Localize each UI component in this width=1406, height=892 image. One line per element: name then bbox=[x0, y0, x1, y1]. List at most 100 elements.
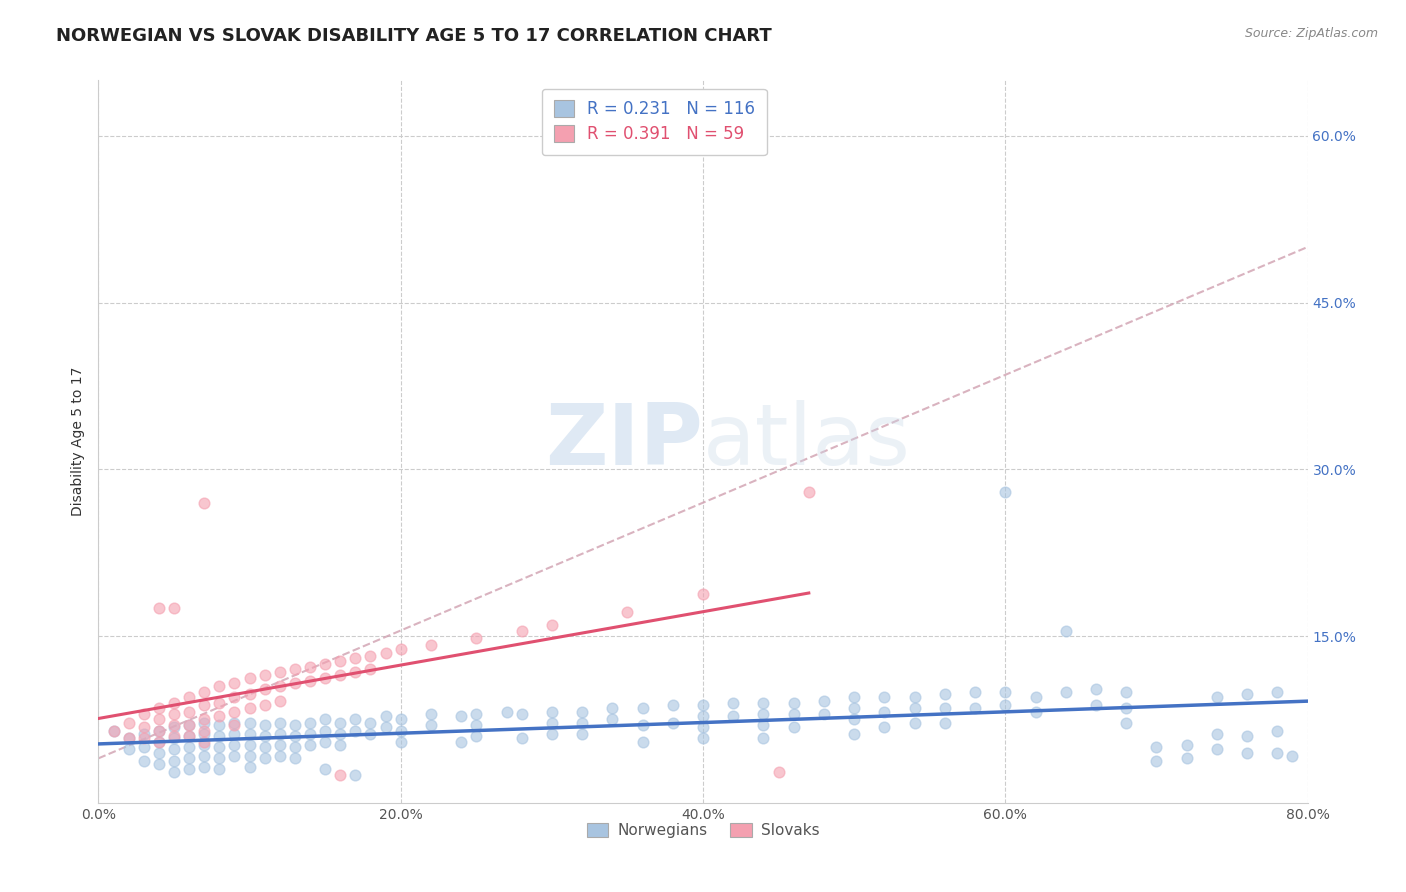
Point bbox=[193, 760, 215, 774]
Point bbox=[571, 705, 593, 719]
Point bbox=[253, 751, 276, 765]
Point bbox=[844, 713, 866, 727]
Point bbox=[360, 715, 382, 730]
Point bbox=[193, 727, 215, 741]
Point bbox=[450, 734, 472, 748]
Point bbox=[239, 701, 262, 715]
Point bbox=[253, 718, 276, 732]
Point bbox=[269, 679, 291, 693]
Point bbox=[1236, 687, 1258, 701]
Point bbox=[148, 734, 170, 748]
Point bbox=[193, 713, 215, 727]
Point bbox=[314, 734, 336, 748]
Point bbox=[284, 675, 307, 690]
Point bbox=[965, 684, 987, 698]
Point bbox=[389, 723, 412, 738]
Point bbox=[389, 734, 412, 748]
Point bbox=[314, 713, 336, 727]
Point bbox=[465, 729, 488, 743]
Point bbox=[253, 698, 276, 712]
Point bbox=[239, 749, 262, 764]
Text: NORWEGIAN VS SLOVAK DISABILITY AGE 5 TO 17 CORRELATION CHART: NORWEGIAN VS SLOVAK DISABILITY AGE 5 TO … bbox=[56, 27, 772, 45]
Point bbox=[148, 723, 170, 738]
Point bbox=[239, 715, 262, 730]
Point bbox=[239, 738, 262, 752]
Point bbox=[163, 731, 186, 746]
Point bbox=[239, 760, 262, 774]
Point bbox=[224, 749, 246, 764]
Point bbox=[510, 624, 533, 638]
Point bbox=[873, 720, 896, 734]
Point bbox=[752, 731, 775, 746]
Point bbox=[163, 696, 186, 710]
Point bbox=[132, 754, 155, 768]
Point bbox=[208, 751, 231, 765]
Point bbox=[118, 715, 141, 730]
Point bbox=[692, 698, 714, 712]
Legend: Norwegians, Slovaks: Norwegians, Slovaks bbox=[579, 815, 827, 846]
Point bbox=[934, 701, 956, 715]
Point bbox=[360, 649, 382, 664]
Point bbox=[692, 709, 714, 723]
Point bbox=[965, 701, 987, 715]
Point bbox=[1085, 682, 1108, 697]
Point bbox=[540, 715, 562, 730]
Point bbox=[314, 671, 336, 685]
Point bbox=[208, 763, 231, 777]
Point bbox=[510, 706, 533, 721]
Point bbox=[148, 713, 170, 727]
Point bbox=[284, 718, 307, 732]
Point bbox=[148, 734, 170, 748]
Point bbox=[904, 701, 927, 715]
Point bbox=[904, 690, 927, 705]
Point bbox=[163, 601, 186, 615]
Point bbox=[148, 756, 170, 771]
Point bbox=[148, 701, 170, 715]
Point bbox=[299, 727, 322, 741]
Point bbox=[163, 754, 186, 768]
Point bbox=[844, 701, 866, 715]
Point bbox=[994, 698, 1017, 712]
Point bbox=[510, 731, 533, 746]
Point bbox=[1115, 701, 1137, 715]
Point bbox=[179, 718, 201, 732]
Point bbox=[1206, 727, 1229, 741]
Point bbox=[344, 768, 367, 782]
Point bbox=[253, 729, 276, 743]
Point bbox=[631, 701, 654, 715]
Point bbox=[314, 723, 336, 738]
Point bbox=[344, 723, 367, 738]
Point bbox=[1267, 723, 1289, 738]
Point bbox=[284, 751, 307, 765]
Point bbox=[224, 675, 246, 690]
Point bbox=[465, 632, 488, 646]
Point bbox=[179, 763, 201, 777]
Point bbox=[132, 720, 155, 734]
Point bbox=[602, 701, 624, 715]
Point bbox=[103, 723, 125, 738]
Point bbox=[1115, 684, 1137, 698]
Point bbox=[299, 738, 322, 752]
Point bbox=[904, 715, 927, 730]
Point bbox=[103, 723, 125, 738]
Point bbox=[239, 727, 262, 741]
Y-axis label: Disability Age 5 to 17: Disability Age 5 to 17 bbox=[70, 367, 84, 516]
Point bbox=[752, 696, 775, 710]
Point bbox=[844, 727, 866, 741]
Point bbox=[1144, 740, 1167, 755]
Text: Source: ZipAtlas.com: Source: ZipAtlas.com bbox=[1244, 27, 1378, 40]
Point bbox=[163, 720, 186, 734]
Point bbox=[179, 729, 201, 743]
Point bbox=[1206, 742, 1229, 756]
Point bbox=[193, 715, 215, 730]
Point bbox=[1267, 746, 1289, 760]
Point bbox=[571, 727, 593, 741]
Point bbox=[540, 727, 562, 741]
Point bbox=[224, 738, 246, 752]
Point bbox=[1206, 690, 1229, 705]
Point bbox=[495, 705, 517, 719]
Point bbox=[1236, 729, 1258, 743]
Point bbox=[1054, 684, 1077, 698]
Point bbox=[269, 749, 291, 764]
Point bbox=[163, 764, 186, 779]
